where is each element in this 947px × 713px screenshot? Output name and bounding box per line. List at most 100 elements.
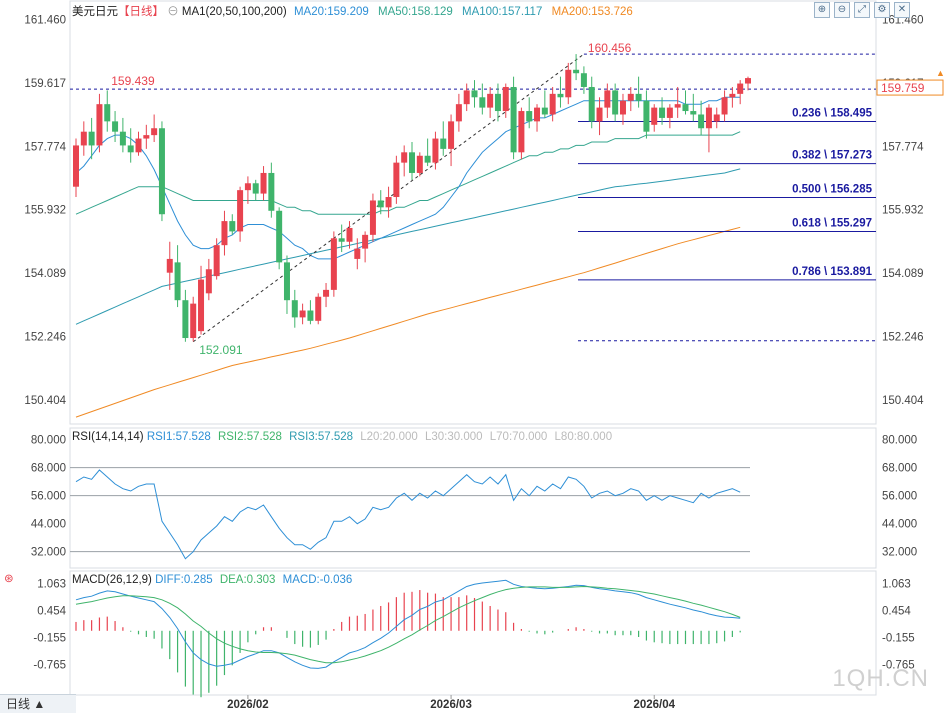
- candle-up: [705, 107, 712, 129]
- ma100-line: [75, 168, 741, 325]
- fib-level-label: 0.786 \ 153.891: [792, 266, 873, 278]
- candle-down: [409, 152, 415, 173]
- price-axis-left-tick: 152.246: [24, 331, 66, 343]
- ma50-line: [75, 131, 741, 215]
- candle-up: [385, 197, 392, 208]
- macd-axis-right-tick: -0.155: [882, 633, 915, 645]
- candle-up: [315, 296, 322, 321]
- rsi-legend: RSI(14,14,14) RSI1:57.528 RSI2:57.528 RS…: [72, 431, 612, 443]
- dea-label: DEA:0.303: [219, 574, 276, 586]
- current-price-label: 159.759: [881, 81, 925, 95]
- candle-down: [158, 128, 165, 215]
- price-axis-right-tick: 155.932: [882, 205, 924, 217]
- current-price-arrow: ▲: [936, 68, 945, 78]
- candle-up: [565, 69, 572, 98]
- candle-up: [323, 289, 330, 297]
- ma-params-label: MA1(20,50,100,200): [181, 6, 287, 18]
- period-button[interactable]: 日线 ▲: [0, 694, 76, 713]
- fib-level-label: 0.500 \ 156.285: [792, 184, 873, 196]
- candle-up: [205, 269, 212, 294]
- candle-down: [510, 86, 517, 153]
- symbol-title[interactable]: 美元日元: [72, 6, 118, 18]
- price-axis-right-tick: 157.774: [882, 141, 924, 153]
- candle-up: [151, 128, 158, 136]
- candle-down: [112, 121, 119, 132]
- rsi-panel-frame: [69, 427, 877, 569]
- rsi-axis-right-tick: 56.000: [882, 491, 917, 503]
- candle-down: [119, 131, 126, 146]
- candle-down: [88, 131, 95, 146]
- rsi-params-label: RSI(14,14,14): [72, 431, 144, 443]
- candle-down: [479, 97, 486, 108]
- candle-down: [698, 114, 705, 129]
- price-axis-left-tick: 157.774: [24, 141, 66, 153]
- candle-down: [643, 100, 650, 132]
- main-legend: 美元日元【日线】 ⊖ MA1(20,50,100,200) MA20:159.2…: [72, 3, 633, 19]
- macd-panel-frame: [69, 570, 877, 696]
- candle-up: [96, 104, 103, 146]
- candle-down: [252, 183, 259, 194]
- macd-dea-line: [75, 585, 741, 664]
- prior-high-label: 159.439: [111, 74, 155, 88]
- price-axis-right-tick: 154.089: [882, 268, 924, 280]
- candle-up: [674, 104, 681, 108]
- fib-level-label: 0.236 \ 158.495: [792, 108, 873, 120]
- settings-circle-icon[interactable]: ⊖: [167, 6, 179, 18]
- rsi-axis-left-tick: 56.000: [31, 491, 66, 503]
- candle-up: [721, 97, 728, 115]
- zoom-out-icon[interactable]: ⊖: [834, 2, 850, 18]
- high-value-label: 160.456: [588, 41, 632, 55]
- l70-label: L70:70.000: [489, 431, 548, 443]
- rsi1-label: RSI1:57.528: [146, 431, 211, 443]
- zoom-in-icon[interactable]: ⊕: [814, 2, 830, 18]
- price-axis-right-tick: 161.460: [882, 15, 924, 27]
- candle-up: [619, 100, 626, 115]
- rsi-axis-left-tick: 32.000: [31, 547, 66, 559]
- settings-icon[interactable]: ⚙: [874, 2, 890, 18]
- ma200-label: MA200:153.726: [551, 6, 633, 18]
- candle-down: [424, 155, 431, 163]
- rsi-axis-right-tick: 44.000: [882, 519, 917, 531]
- candle-up: [299, 310, 306, 318]
- candle-up: [729, 93, 736, 98]
- candle-up: [549, 93, 556, 115]
- price-panel-frame: [69, 0, 877, 425]
- candle-down: [307, 310, 314, 321]
- close-icon[interactable]: ✕: [894, 2, 910, 18]
- rsi2-label: RSI2:57.528: [217, 431, 282, 443]
- candle-down: [557, 93, 564, 98]
- candle-up: [362, 234, 369, 249]
- candle-up: [401, 152, 408, 163]
- candle-up: [190, 303, 197, 339]
- candle-down: [471, 90, 478, 98]
- price-axis-left-tick: 154.089: [24, 268, 66, 280]
- macd-axis-left-tick: -0.155: [33, 633, 66, 645]
- fib-level-label: 0.382 \ 157.273: [792, 150, 872, 162]
- period-tag[interactable]: 【日线】: [118, 6, 164, 18]
- candle-down: [104, 104, 111, 122]
- candle-up: [534, 107, 541, 122]
- candle-up: [260, 172, 267, 194]
- price-axis-right-tick: 150.404: [882, 395, 924, 407]
- macd-value-label: MACD:-0.036: [282, 574, 353, 586]
- macd-axis-left-tick: 1.063: [37, 579, 66, 591]
- candle-down: [580, 73, 587, 87]
- candle-down: [526, 111, 533, 122]
- macd-axis-left-tick: 0.454: [37, 606, 66, 618]
- rsi-axis-right-tick: 80.000: [882, 435, 917, 447]
- candle-up: [221, 221, 228, 246]
- current-price-tag: [876, 79, 944, 96]
- crosshair-icon[interactable]: ⊛: [4, 573, 14, 585]
- low-value-label: 152.091: [199, 343, 243, 357]
- candle-up: [463, 90, 470, 105]
- candle-up: [651, 107, 658, 125]
- candle-down: [127, 145, 134, 153]
- ma100-label: MA100:157.117: [462, 6, 543, 18]
- rsi-axis-right-tick: 68.000: [882, 463, 917, 475]
- candle-up: [487, 93, 494, 108]
- fullscreen-icon[interactable]: ⤢: [854, 2, 870, 18]
- candle-up: [244, 183, 251, 191]
- candle-up: [502, 86, 509, 112]
- x-axis-label: 2026/04: [633, 699, 675, 711]
- macd-params-label: MACD(26,12,9): [72, 574, 152, 586]
